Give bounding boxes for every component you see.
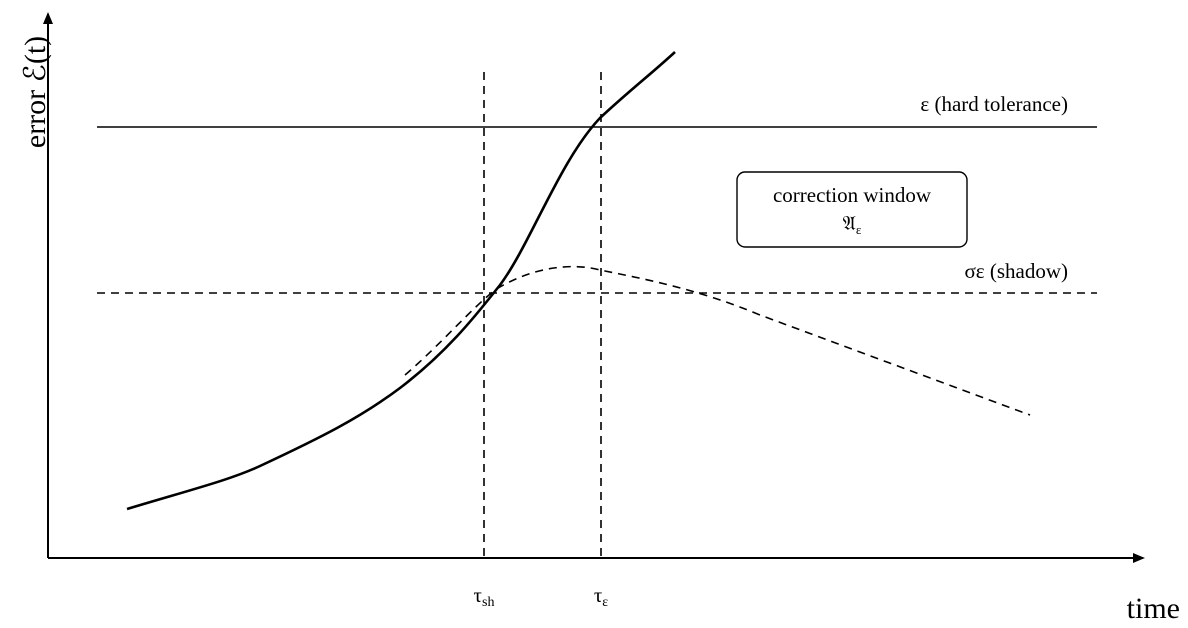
- y-axis-label: error ℰ(t): [19, 36, 52, 148]
- tau-eps-label: τε: [594, 583, 608, 610]
- symbol: τ: [594, 583, 602, 607]
- shadow-label: σε (shadow): [964, 259, 1068, 283]
- symbol: 𝔄: [843, 213, 856, 235]
- shadow-curve: [404, 265, 1031, 416]
- window-symbol: 𝔄ε: [843, 213, 862, 237]
- window-box: [736, 171, 968, 248]
- symbol: τ: [474, 583, 482, 607]
- error-curve: [126, 51, 676, 511]
- hard-tolerance-label: ε (hard tolerance): [920, 92, 1068, 116]
- tau-sh-label: τsh: [474, 583, 495, 610]
- subscript: sh: [482, 595, 494, 610]
- subscript: ε: [602, 595, 608, 610]
- x-axis-label: time: [1127, 592, 1180, 625]
- window-title: correction window: [773, 183, 932, 207]
- subscript: ε: [856, 222, 862, 237]
